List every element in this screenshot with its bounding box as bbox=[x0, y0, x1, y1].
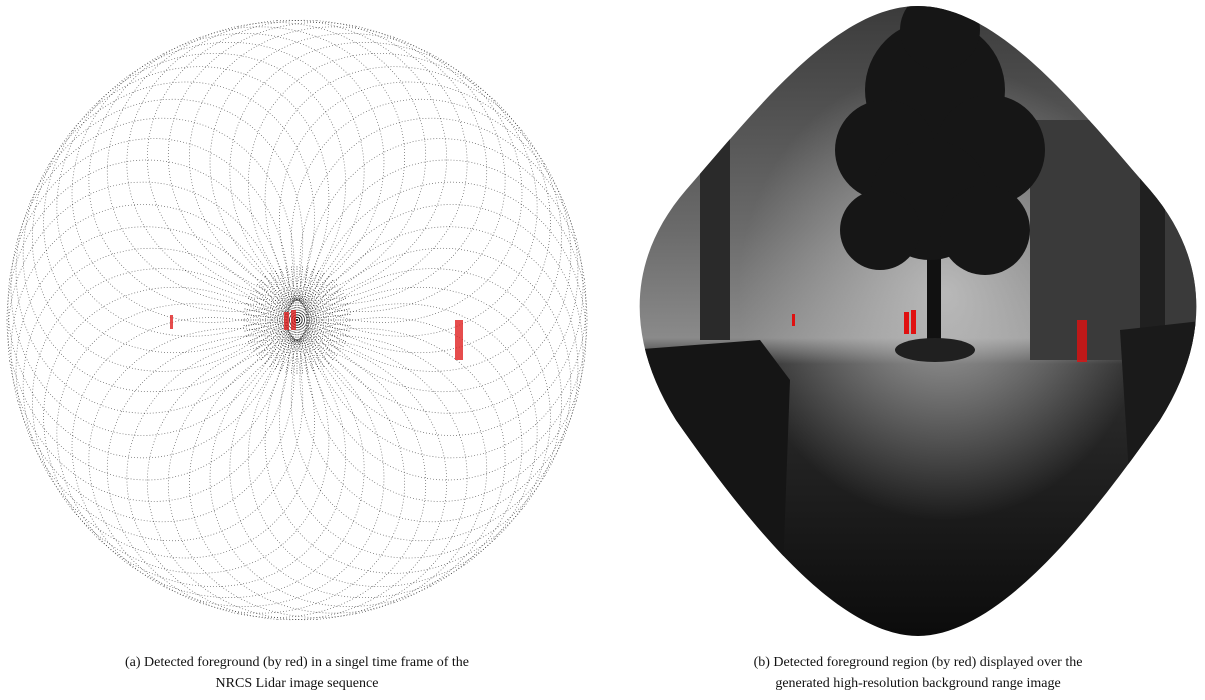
caption-line: generated high-resolution background ran… bbox=[638, 673, 1198, 694]
scan-ring bbox=[49, 285, 444, 650]
scan-ring bbox=[172, 244, 595, 650]
scan-ring bbox=[0, 54, 352, 459]
scan-ring bbox=[297, 288, 341, 320]
figure-images bbox=[0, 0, 1205, 650]
scan-ring bbox=[222, 27, 628, 446]
scan-ring bbox=[187, 0, 612, 415]
scan-ring bbox=[150, 285, 545, 650]
caption-b: (b) Detected foreground region (by red) … bbox=[638, 652, 1198, 694]
scan-ring bbox=[297, 303, 349, 320]
foreground-points bbox=[284, 312, 289, 330]
scan-ring bbox=[118, 10, 456, 311]
scan-ring bbox=[253, 320, 297, 352]
caption-a: (a) Detected foreground (by red) in a si… bbox=[17, 652, 577, 694]
scan-ring bbox=[0, 0, 422, 396]
scan-ring bbox=[150, 0, 545, 355]
scan-ring bbox=[247, 298, 297, 320]
scan-ring bbox=[245, 320, 297, 337]
lidar-point-cloud bbox=[0, 0, 628, 650]
scan-ring bbox=[285, 121, 606, 476]
scan-ring bbox=[7, 160, 287, 480]
scan-ring bbox=[160, 0, 573, 376]
scan-ring bbox=[242, 54, 626, 459]
foreground-points bbox=[455, 320, 463, 360]
scan-ring bbox=[118, 329, 456, 630]
range-image bbox=[620, 0, 1205, 650]
scan-ring bbox=[138, 10, 476, 311]
scan-ring bbox=[297, 314, 352, 320]
scan-ring bbox=[0, 244, 422, 650]
scan-ring bbox=[297, 320, 347, 342]
figure-page: (a) Detected foreground (by red) in a si… bbox=[0, 0, 1205, 700]
scan-ring bbox=[81, 0, 451, 333]
scan-ring bbox=[222, 194, 628, 613]
scan-ring bbox=[242, 181, 626, 586]
scan-ring bbox=[0, 121, 309, 476]
scan-ring bbox=[247, 320, 297, 342]
scan-ring bbox=[204, 209, 623, 634]
scan-ring bbox=[0, 181, 352, 586]
scan-ring bbox=[22, 0, 435, 376]
caption-line: (b) Detected foreground region (by red) … bbox=[638, 652, 1198, 673]
scan-ring bbox=[187, 225, 612, 648]
scan-ring bbox=[0, 194, 372, 613]
scan-ring bbox=[307, 160, 587, 480]
scan-ring bbox=[285, 164, 606, 519]
scan-ring bbox=[142, 0, 512, 333]
scan-ring bbox=[81, 307, 451, 646]
foreground-points bbox=[170, 315, 173, 329]
scan-ring bbox=[0, 85, 331, 469]
scan-ring bbox=[172, 0, 595, 396]
scan-ring bbox=[0, 209, 390, 634]
scan-ring bbox=[297, 270, 319, 320]
foreground-points bbox=[291, 310, 296, 330]
scan-ring bbox=[297, 320, 352, 326]
scan-ring bbox=[204, 7, 623, 432]
scan-ring bbox=[0, 7, 390, 432]
scan-ring bbox=[49, 0, 444, 355]
caption-line: NRCS Lidar image sequence bbox=[17, 673, 577, 694]
scan-ring bbox=[0, 164, 309, 519]
caption-line: (a) Detected foreground (by red) in a si… bbox=[17, 652, 577, 673]
scan-ring bbox=[297, 298, 347, 320]
scan-ring bbox=[297, 320, 314, 372]
scan-ring bbox=[0, 225, 407, 648]
scan-ring bbox=[297, 320, 325, 368]
scan-ring bbox=[0, 0, 407, 415]
scan-ring bbox=[22, 264, 435, 650]
scan-ring bbox=[138, 329, 476, 630]
scan-ring bbox=[0, 27, 372, 446]
